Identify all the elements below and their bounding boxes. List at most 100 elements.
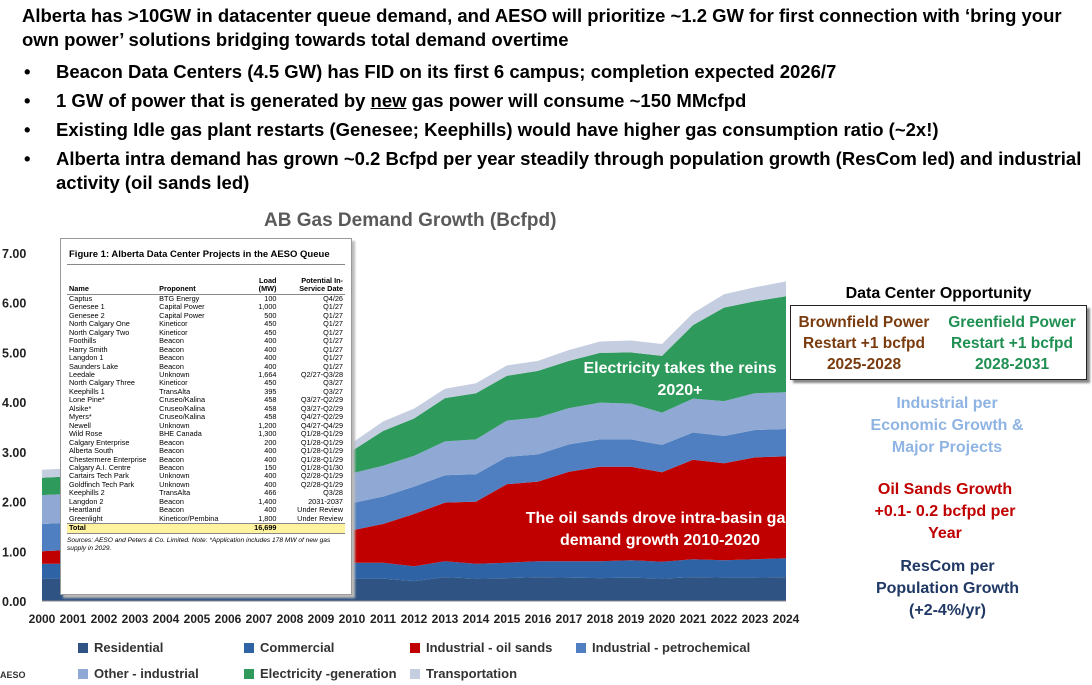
y-tick-label: 3.00 bbox=[2, 446, 26, 460]
x-tick-label: 2007 bbox=[246, 612, 273, 626]
cell-load: 395 bbox=[264, 386, 277, 396]
cell-name: Chestermere Enterprise bbox=[69, 454, 147, 464]
y-tick-label: 4.00 bbox=[2, 396, 26, 410]
cell-load: 150 bbox=[264, 462, 277, 472]
x-tick-label: 2022 bbox=[711, 612, 738, 626]
cell-name: North Calgary One bbox=[69, 319, 130, 329]
table-row: Keephills 2 TransAlta 466 Q3/28 bbox=[67, 488, 345, 498]
chart-title: AB Gas Demand Growth (Bcfpd) bbox=[264, 210, 557, 231]
cell-load: 400 bbox=[264, 446, 277, 456]
cell-proponent: Beacon bbox=[159, 454, 184, 464]
legend-swatch bbox=[244, 643, 254, 653]
bullet-item: • Existing Idle gas plant restarts (Genes… bbox=[22, 118, 1082, 142]
cell-proponent bbox=[157, 523, 238, 534]
legend-swatch bbox=[78, 643, 88, 653]
greenfield-line: Greenfield Power bbox=[948, 314, 1076, 331]
cell-proponent: Beacon bbox=[159, 437, 184, 447]
cell-date: Q3/27 bbox=[323, 378, 343, 388]
bullet-dot: • bbox=[24, 119, 31, 140]
legend-label: Commercial bbox=[260, 640, 335, 655]
cell-load: 400 bbox=[264, 336, 277, 346]
cell-name: Genesee 2 bbox=[69, 310, 105, 320]
bullet-dot: • bbox=[24, 90, 31, 111]
x-tick-label: 2004 bbox=[153, 612, 180, 626]
cell-load: 458 bbox=[264, 395, 277, 405]
cell-load: 1,664 bbox=[258, 369, 277, 379]
bullet-text-pre: 1 GW of power that is generated by bbox=[56, 90, 371, 111]
table-row: Harry Smith Beacon 400 Q1/27 bbox=[67, 344, 345, 354]
col-header-load: Load (MW) bbox=[237, 276, 279, 295]
legend-label: Other - industrial bbox=[94, 666, 199, 681]
table-row: North Calgary Three Kineticor 450 Q3/27 bbox=[67, 378, 345, 388]
cell-load: 1,400 bbox=[258, 496, 277, 506]
x-tick-label: 2012 bbox=[401, 612, 428, 626]
cell-date: Q1/28-Q1/29 bbox=[300, 446, 343, 456]
cell-date: Q1/27 bbox=[323, 302, 343, 312]
cell-date: Q1/28-Q1/29 bbox=[300, 454, 343, 464]
table-row: Keephills 1 TransAlta 395 Q3/27 bbox=[67, 386, 345, 396]
cell-load: 450 bbox=[264, 327, 277, 337]
table-row: Heartland Beacon 400 Under Review bbox=[67, 505, 345, 515]
legend-item: Electricity -generation bbox=[244, 666, 397, 681]
x-tick-label: 2014 bbox=[463, 612, 490, 626]
x-tick-label: 2015 bbox=[494, 612, 521, 626]
cell-date: Under Review bbox=[297, 505, 343, 515]
cell-date: Q3/28 bbox=[323, 488, 343, 498]
brownfield-line: Brownfield Power bbox=[798, 314, 930, 331]
x-tick-label: 2018 bbox=[587, 612, 614, 626]
cell-proponent: Beacon bbox=[159, 353, 184, 363]
cell-name: Wild Rose bbox=[69, 429, 103, 439]
cell-load: 400 bbox=[264, 361, 277, 371]
table-row: Goldfinch Tech Park Unknown 400 Q2/28-Q1/29 bbox=[67, 479, 345, 489]
legend-label: Industrial - petrochemical bbox=[592, 640, 751, 655]
brownfield-line: 2025-2028 bbox=[826, 356, 902, 373]
y-tick-label: 7.00 bbox=[2, 247, 26, 261]
table-row: Foothills Beacon 400 Q1/27 bbox=[67, 336, 345, 346]
cell-load: 1,200 bbox=[258, 420, 277, 430]
cell-proponent: Cruseo/Kalina bbox=[159, 403, 206, 413]
oilsands-note: Oil Sands Growth +0.1- 0.2 bcfpd per Yea… bbox=[874, 481, 1016, 542]
bullet-text-post: gas power will consume ~150 MMcfpd bbox=[406, 90, 747, 111]
cell-proponent: Kineticor bbox=[159, 378, 188, 388]
cell-name: Saunders Lake bbox=[69, 361, 119, 371]
cell-proponent: Kineticor bbox=[159, 319, 188, 329]
table-row: Chestermere Enterprise Beacon 400 Q1/28-Q1/… bbox=[67, 454, 345, 464]
table-row: Cartairs Tech Park Unknown 400 Q2/28-Q1/29 bbox=[67, 471, 345, 481]
table-row: Langdon 2 Beacon 1,400 2031-2037 bbox=[67, 496, 345, 506]
y-tick-label: 5.00 bbox=[2, 346, 26, 360]
x-tick-label: 2001 bbox=[60, 612, 87, 626]
x-tick-label: 2013 bbox=[432, 612, 459, 626]
greenfield-block: Greenfield Power Restart +1 bcfpd 2028-2… bbox=[939, 312, 1085, 375]
cell-date: Q1/28-Q1/29 bbox=[300, 437, 343, 447]
cell-date: Q1/27 bbox=[323, 344, 343, 354]
cell-proponent: Beacon bbox=[159, 344, 184, 354]
cell-date bbox=[278, 523, 345, 534]
inset-source-note: Sources: AESO and Peters & Co. Limited. … bbox=[67, 536, 331, 552]
col-header-date: Potential In-Service Date bbox=[278, 276, 345, 295]
cell-name: Lone Pine* bbox=[69, 395, 105, 405]
cell-name: Alsike* bbox=[69, 403, 92, 413]
table-row: Leedale Unknown 1,664 Q2/27-Q3/28 bbox=[67, 369, 345, 379]
cell-date: Q1/27 bbox=[323, 353, 343, 363]
cell-date: Q3/27-Q2/29 bbox=[300, 403, 343, 413]
bullet-list: • Beacon Data Centers (4.5 GW) has FID on… bbox=[22, 60, 1082, 200]
x-tick-label: 2000 bbox=[29, 612, 56, 626]
y-tick-label: 6.00 bbox=[2, 297, 26, 311]
cell-load: 400 bbox=[264, 344, 277, 354]
cell-date: Q1/27 bbox=[323, 319, 343, 329]
cell-load: 400 bbox=[264, 471, 277, 481]
cell-date: Q1/28-Q1/29 bbox=[300, 429, 343, 439]
cell-proponent: Capital Power bbox=[159, 302, 205, 312]
series-area-oilsands bbox=[42, 456, 786, 567]
cell-load: 500 bbox=[264, 310, 277, 320]
y-tick-label: 2.00 bbox=[2, 496, 26, 510]
cell-load: 400 bbox=[264, 479, 277, 489]
oilsands-annotation: The oil sands drove intra-basin gas dema… bbox=[525, 510, 795, 549]
greenfield-line: Restart +1 bcfpd bbox=[951, 335, 1073, 352]
cell-name: Leedale bbox=[69, 369, 95, 379]
brownfield-block: Brownfield Power Restart +1 bcfpd 2025-2… bbox=[793, 312, 935, 375]
industrial-note: Industrial per Economic Growth & Major P… bbox=[870, 395, 1024, 456]
chart-legend: Residential Commercial Industrial - oil sa… bbox=[78, 640, 818, 684]
cell-name: Foothills bbox=[69, 336, 97, 346]
cell-load: 400 bbox=[264, 505, 277, 515]
